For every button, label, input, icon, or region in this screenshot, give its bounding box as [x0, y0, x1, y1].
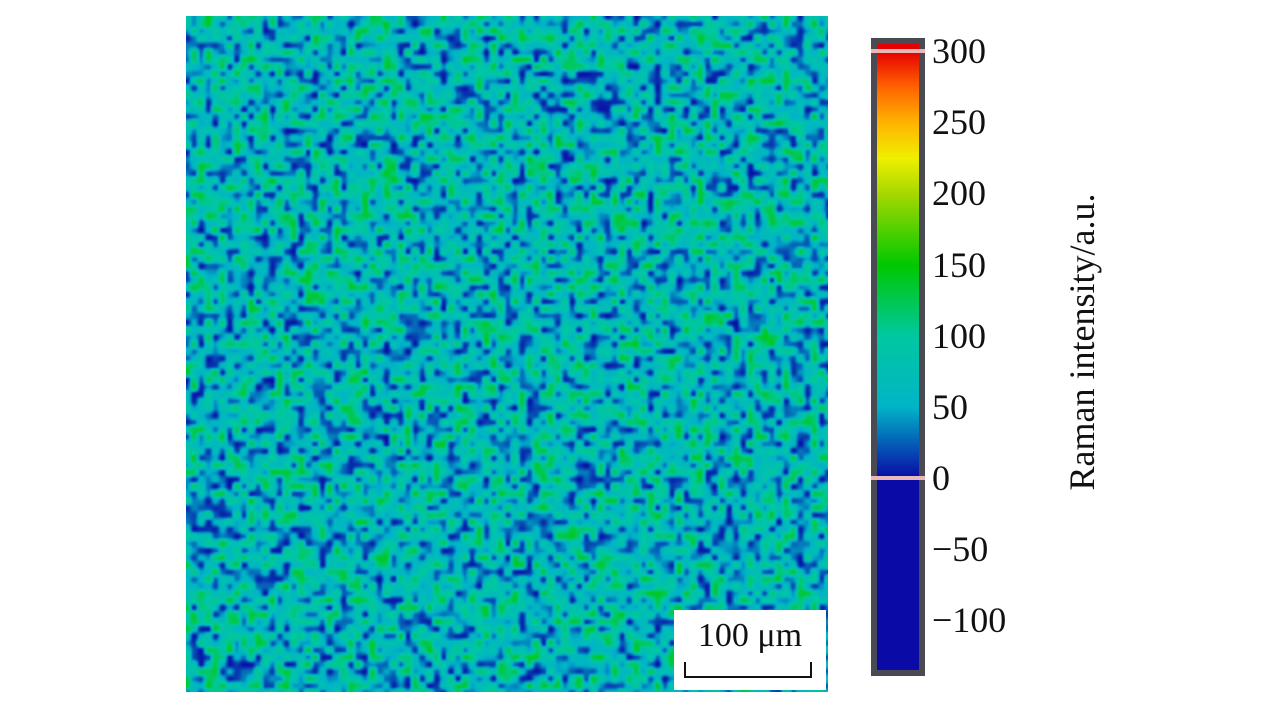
scale-bar: 100 μm: [674, 610, 826, 690]
colorbar-tick-label: 300: [932, 31, 986, 72]
colorbar-gradient: [877, 44, 919, 670]
colorbar-axis-label-text: Raman intensity/a.u.: [1062, 193, 1102, 491]
colorbar-tick-label: −50: [932, 529, 989, 570]
colorbar-tick-label: 150: [932, 244, 986, 285]
colorbar-zero-marker: [871, 475, 925, 480]
colorbar-tick-label: 250: [932, 102, 986, 143]
colorbar: [871, 38, 925, 676]
colorbar-max-marker: [871, 49, 925, 54]
colorbar-tick-label: 200: [932, 173, 986, 214]
colorbar-tick-label: −100: [932, 600, 1007, 641]
colorbar-tick-label: 0: [932, 457, 950, 498]
raman-map: 100 μm: [186, 16, 828, 692]
colorbar-tick-label: 50: [932, 386, 968, 427]
colorbar-tick-label: 100: [932, 315, 986, 356]
raman-heatmap: [186, 16, 828, 692]
scale-bar-label: 100 μm: [697, 617, 803, 654]
scale-bar-line: [684, 662, 812, 678]
